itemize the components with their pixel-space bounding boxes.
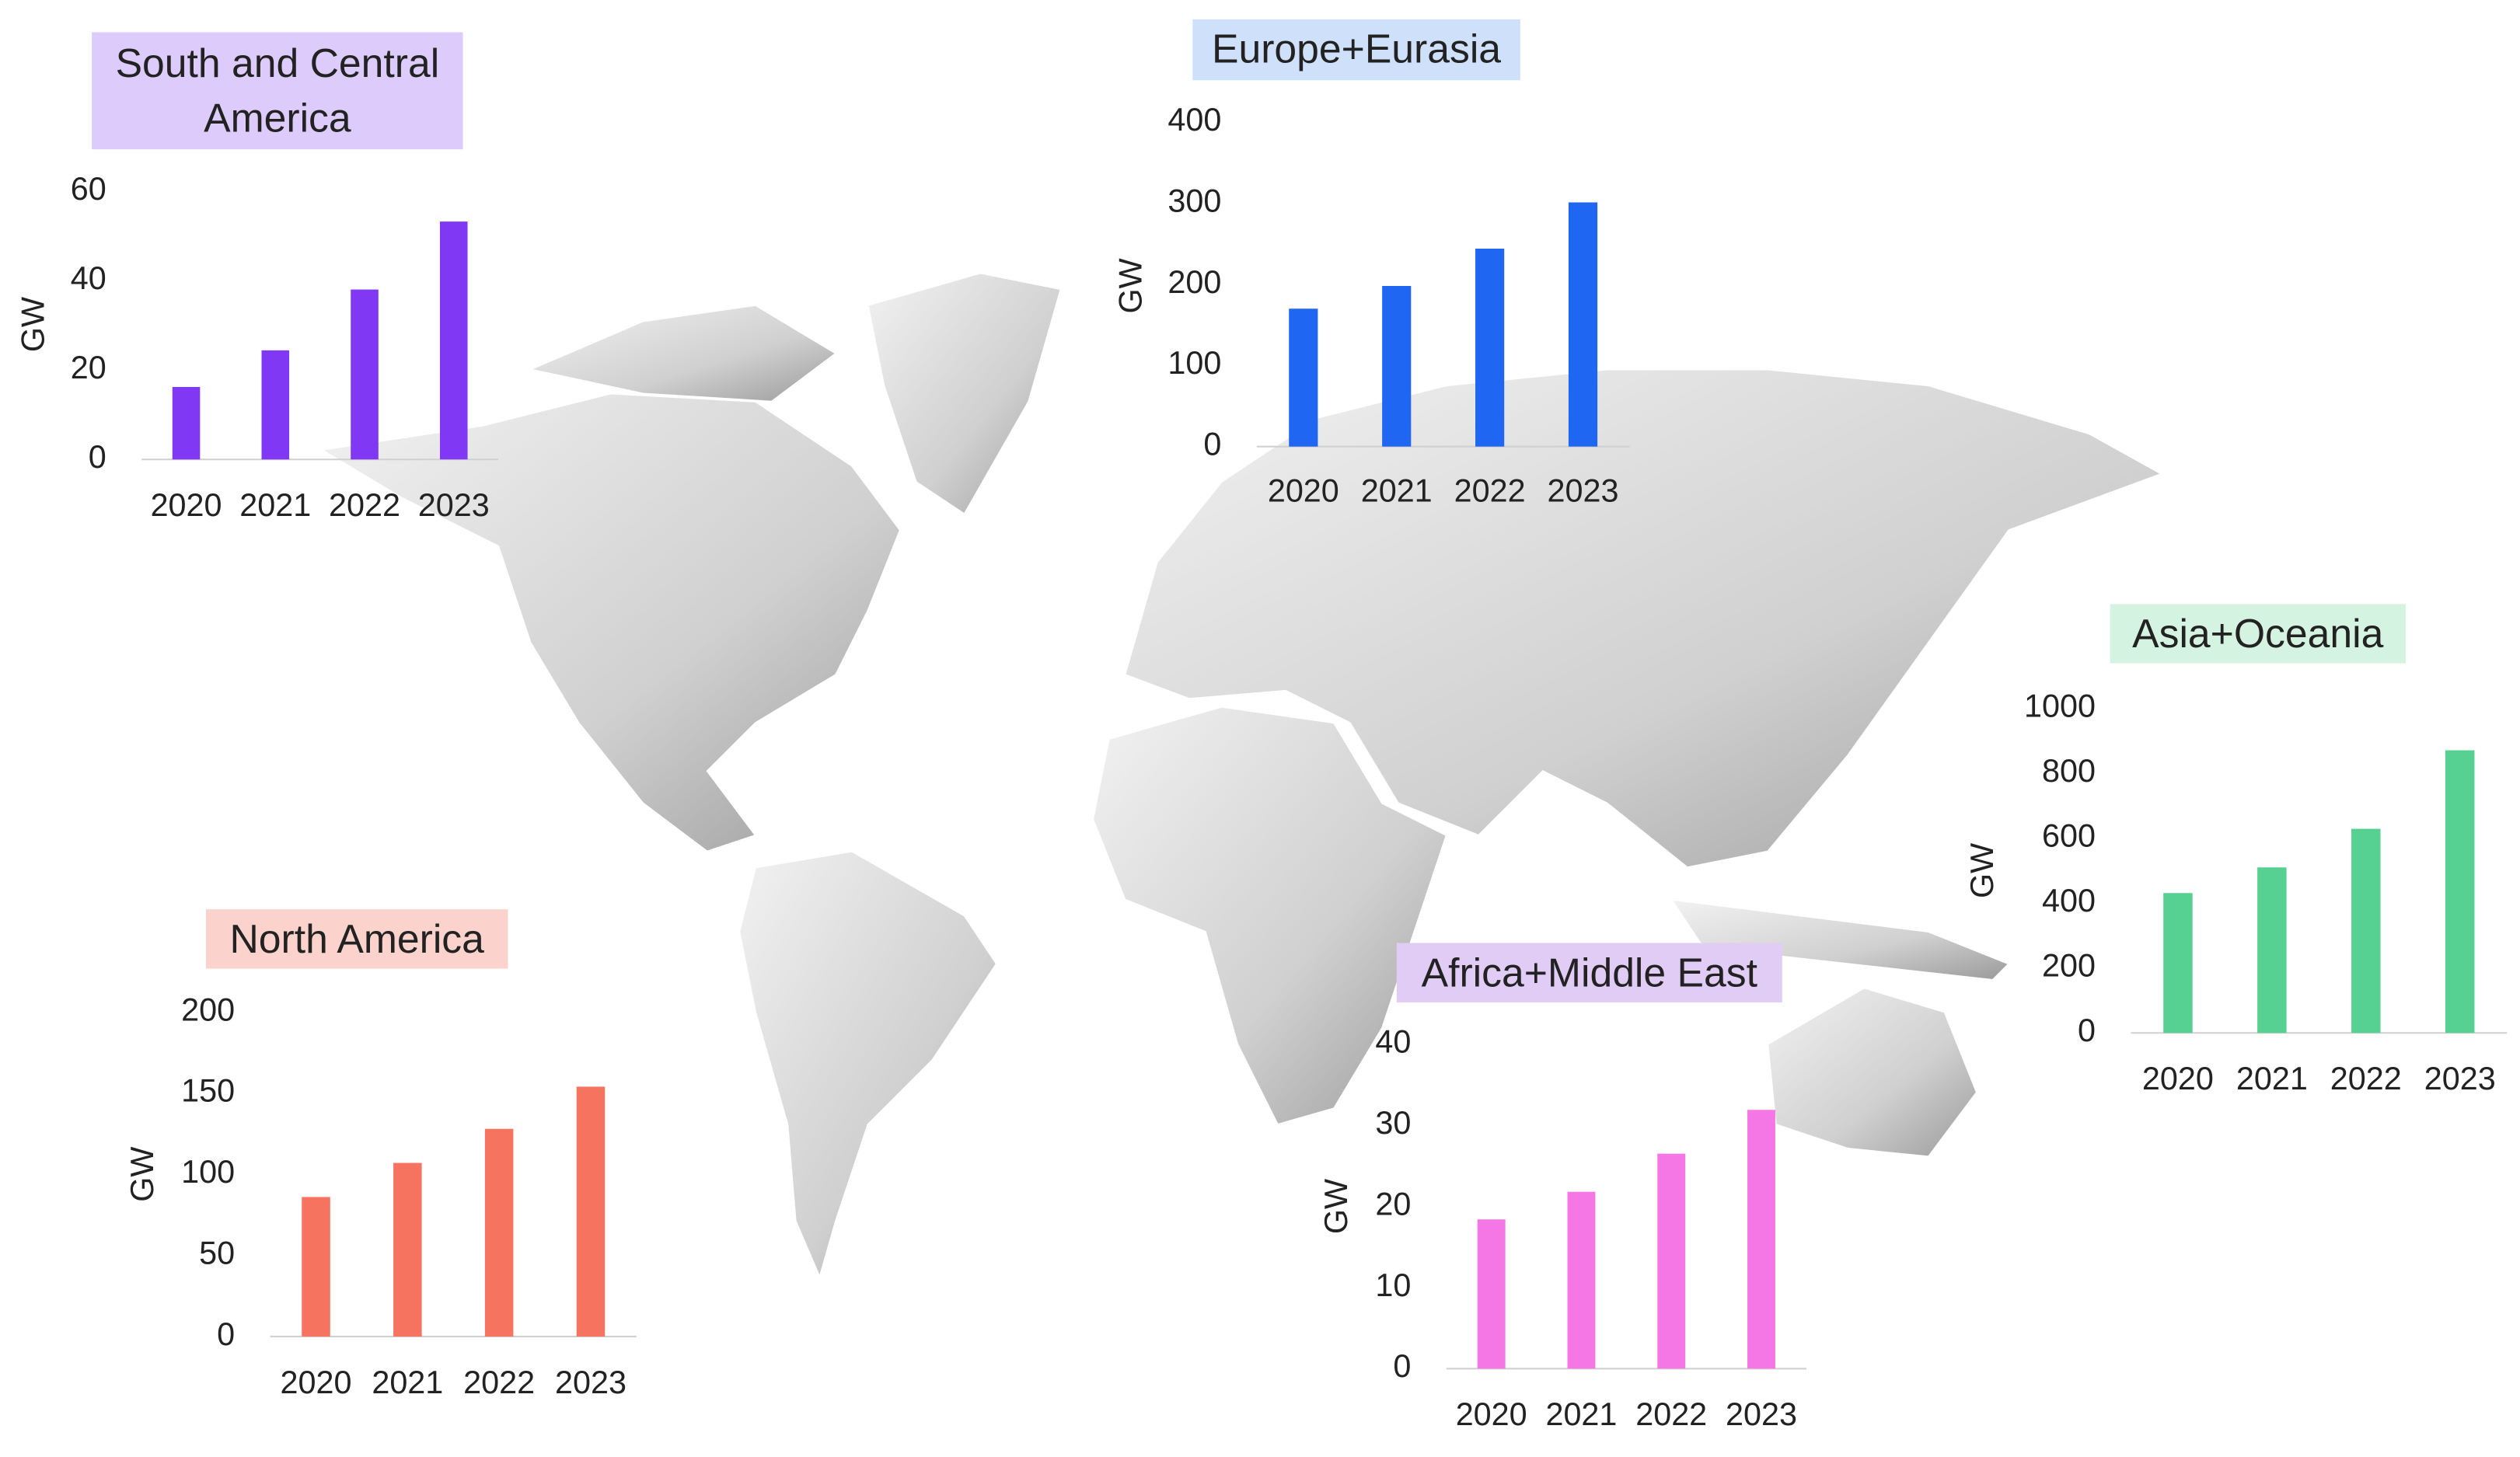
y-tick-label: 0 xyxy=(1203,427,1221,462)
y-tick-label: 10 xyxy=(1375,1267,1411,1303)
chart-title: North America xyxy=(205,909,508,969)
bar-chart: South and Central America 0 20 40 60 GW 2020 20… xyxy=(16,32,499,523)
bar xyxy=(302,1197,330,1337)
bar xyxy=(1289,308,1318,447)
x-tick-label: 2023 xyxy=(555,1365,627,1400)
y-tick-label: 100 xyxy=(1168,345,1221,381)
y-tick-label: 300 xyxy=(1168,183,1221,218)
x-tick-label: 2020 xyxy=(1456,1396,1527,1432)
north-america-shape xyxy=(319,392,902,852)
bar xyxy=(484,1128,514,1337)
y-tick-label: 400 xyxy=(1168,102,1221,138)
y-tick-label: 0 xyxy=(89,439,106,475)
y-tick-label: 20 xyxy=(1375,1186,1411,1222)
australia-shape xyxy=(1767,987,1978,1158)
x-tick-label: 2022 xyxy=(1635,1396,1707,1432)
y-tick-label: 150 xyxy=(181,1073,235,1109)
x-tick-label: 2021 xyxy=(1545,1396,1617,1432)
south-america-shape xyxy=(738,850,998,1280)
y-tick-label: 0 xyxy=(2078,1013,2096,1048)
y-tick-label: 100 xyxy=(181,1154,235,1190)
y-axis-label: GW xyxy=(16,297,51,352)
bar xyxy=(1568,202,1598,447)
x-tick-label: 2023 xyxy=(418,487,490,523)
x-tick-label: 2023 xyxy=(1548,473,1619,509)
bar-chart: Asia+Oceania 0 200 400 600 800 1000 GW 2020 2021 2… xyxy=(1964,604,2508,1096)
bar xyxy=(2351,828,2381,1033)
y-tick-label: 60 xyxy=(71,171,106,207)
x-tick-label: 2021 xyxy=(2236,1061,2308,1096)
y-tick-label: 600 xyxy=(2042,818,2096,854)
world-map xyxy=(319,272,2164,1280)
bar-chart: North America 0 50 100 150 200 GW 2020 2021 2022 2… xyxy=(124,909,637,1400)
x-tick-label: 2022 xyxy=(329,487,400,523)
bar-chart: Africa+Middle East 0 10 20 30 40 GW 2020 2021 202… xyxy=(1318,943,1806,1432)
bar xyxy=(261,350,290,460)
chart-title: Asia+Oceania xyxy=(2110,604,2406,664)
x-tick-label: 2022 xyxy=(463,1365,535,1400)
bar xyxy=(2445,750,2475,1033)
arctic-islands-shape xyxy=(528,304,838,403)
bar xyxy=(1477,1219,1506,1369)
bar xyxy=(2257,867,2287,1033)
title-box: Europe+Eurasia xyxy=(1192,19,1520,81)
x-tick-label: 2020 xyxy=(281,1365,352,1400)
greenland-shape xyxy=(867,272,1062,515)
chart-title: Europe+Eurasia xyxy=(1192,19,1520,81)
bar xyxy=(393,1162,422,1337)
x-tick-label: 2023 xyxy=(1726,1396,1797,1432)
y-tick-label: 200 xyxy=(2042,948,2096,984)
bar xyxy=(172,387,201,460)
y-tick-label: 800 xyxy=(2042,753,2096,789)
y-tick-label: 0 xyxy=(1393,1348,1411,1384)
x-tick-label: 2023 xyxy=(2424,1061,2496,1096)
x-tick-label: 2021 xyxy=(1361,473,1433,509)
bar xyxy=(1657,1153,1686,1369)
bar xyxy=(1567,1191,1596,1369)
bar-chart: Europe+Eurasia 0 100 200 300 400 GW 2020 2021 202… xyxy=(1113,19,1630,509)
bar xyxy=(576,1086,606,1337)
y-tick-label: 1000 xyxy=(2024,688,2096,724)
bar xyxy=(439,221,468,460)
x-tick-label: 2021 xyxy=(372,1365,443,1400)
y-tick-label: 20 xyxy=(71,350,106,385)
y-axis-label: GW xyxy=(1318,1179,1354,1234)
africa-shape xyxy=(1091,706,1448,1126)
x-tick-label: 2020 xyxy=(151,487,222,523)
bar xyxy=(1747,1110,1775,1369)
y-axis-label: GW xyxy=(1964,843,2000,898)
chart-title: Africa+Middle East xyxy=(1396,943,1782,1002)
title-box: Africa+Middle East xyxy=(1396,943,1782,1002)
bar xyxy=(351,289,379,460)
y-tick-label: 200 xyxy=(1168,264,1221,300)
y-tick-label: 0 xyxy=(217,1316,235,1352)
x-tick-label: 2022 xyxy=(2330,1061,2402,1096)
x-tick-label: 2021 xyxy=(239,487,311,523)
bar xyxy=(2163,893,2193,1033)
bar xyxy=(1475,248,1505,447)
title-box: Asia+Oceania xyxy=(2110,604,2406,664)
y-tick-label: 40 xyxy=(1375,1024,1411,1060)
title-box: South and Central America xyxy=(92,32,463,150)
chart-title: South and Central America xyxy=(92,32,463,150)
y-tick-label: 30 xyxy=(1375,1105,1411,1141)
title-box: North America xyxy=(205,909,508,969)
y-tick-label: 40 xyxy=(71,260,106,296)
x-tick-label: 2020 xyxy=(2142,1061,2214,1096)
y-axis-label: GW xyxy=(124,1147,160,1202)
x-tick-label: 2020 xyxy=(1268,473,1339,509)
y-tick-label: 50 xyxy=(199,1235,235,1271)
y-tick-label: 200 xyxy=(181,992,235,1027)
x-tick-label: 2022 xyxy=(1454,473,1526,509)
y-axis-label: GW xyxy=(1113,258,1149,313)
bar xyxy=(1382,285,1412,447)
y-tick-label: 400 xyxy=(2042,883,2096,918)
